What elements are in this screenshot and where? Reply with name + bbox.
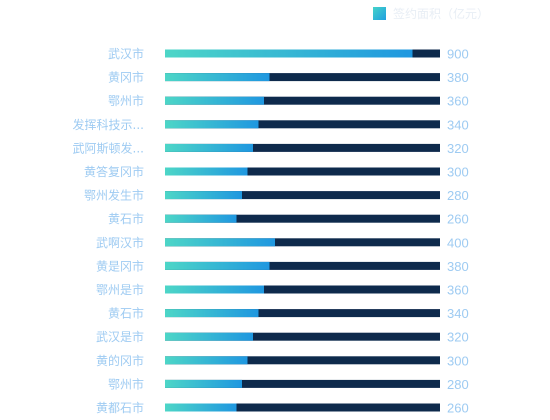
bar[interactable] <box>165 238 275 247</box>
value-label: 280 <box>447 188 469 203</box>
bar[interactable] <box>165 261 270 270</box>
value-label: 360 <box>447 94 469 109</box>
bar[interactable] <box>165 143 253 152</box>
bar[interactable] <box>165 191 242 200</box>
category-label: 黄的冈市 <box>96 353 144 368</box>
category-label: 鄂州市 <box>108 93 144 108</box>
category-label: 黄石市 <box>108 211 144 226</box>
category-label: 黄冈市 <box>108 70 144 85</box>
bar-track <box>165 261 440 270</box>
value-label: 900 <box>447 47 469 62</box>
category-label: 武汉市 <box>108 46 144 61</box>
bar-track <box>165 285 440 294</box>
bar[interactable] <box>165 285 264 294</box>
category-label: 黄是冈市 <box>96 258 144 273</box>
bar-track <box>165 143 440 152</box>
value-label: 300 <box>447 165 469 180</box>
bar-track <box>165 191 440 200</box>
value-label: 260 <box>447 212 469 227</box>
bar[interactable] <box>165 214 237 223</box>
value-label: 280 <box>447 377 469 392</box>
category-label: 鄂州发生市 <box>84 188 144 203</box>
category-label: 武汉是市 <box>96 329 144 344</box>
category-label: 黄石市 <box>108 306 144 321</box>
bar[interactable] <box>165 96 264 105</box>
bar[interactable] <box>165 356 248 365</box>
bar[interactable] <box>165 120 259 129</box>
category-label: 黄答复冈市 <box>84 164 144 179</box>
bar[interactable] <box>165 332 253 341</box>
bar-track <box>165 403 440 412</box>
value-label: 400 <box>447 235 469 250</box>
value-label: 340 <box>447 306 469 321</box>
bar-track <box>165 379 440 388</box>
bar[interactable] <box>165 309 259 318</box>
category-label: 武啊汉市 <box>96 235 144 250</box>
bar[interactable] <box>165 73 270 82</box>
bar-track <box>165 120 440 129</box>
category-label: 鄂州是市 <box>96 282 144 297</box>
bar-track <box>165 167 440 176</box>
bar[interactable] <box>165 403 237 412</box>
legend[interactable]: 签约面积（亿元） <box>373 5 489 21</box>
bar[interactable] <box>165 49 413 58</box>
bar-track <box>165 96 440 105</box>
bar-track <box>165 238 440 247</box>
bar-track <box>165 309 440 318</box>
value-label: 300 <box>447 353 469 368</box>
bar-track <box>165 356 440 365</box>
legend-label: 签约面积（亿元） <box>393 6 490 21</box>
bar-track <box>165 332 440 341</box>
bar-track <box>165 214 440 223</box>
value-label: 380 <box>447 259 469 274</box>
legend-swatch <box>373 6 386 20</box>
category-label: 武阿斯顿发... <box>73 140 144 155</box>
bar[interactable] <box>165 167 248 176</box>
value-label: 320 <box>447 141 469 156</box>
category-label: 鄂州市 <box>108 376 144 391</box>
value-label: 360 <box>447 283 469 298</box>
category-label: 发挥科技示... <box>73 117 144 132</box>
value-label: 380 <box>447 70 469 85</box>
value-label: 340 <box>447 117 469 132</box>
category-label: 黄都石市 <box>96 400 144 415</box>
value-label: 260 <box>447 401 469 416</box>
bar-track <box>165 73 440 82</box>
value-label: 320 <box>447 330 469 345</box>
bar[interactable] <box>165 379 242 388</box>
